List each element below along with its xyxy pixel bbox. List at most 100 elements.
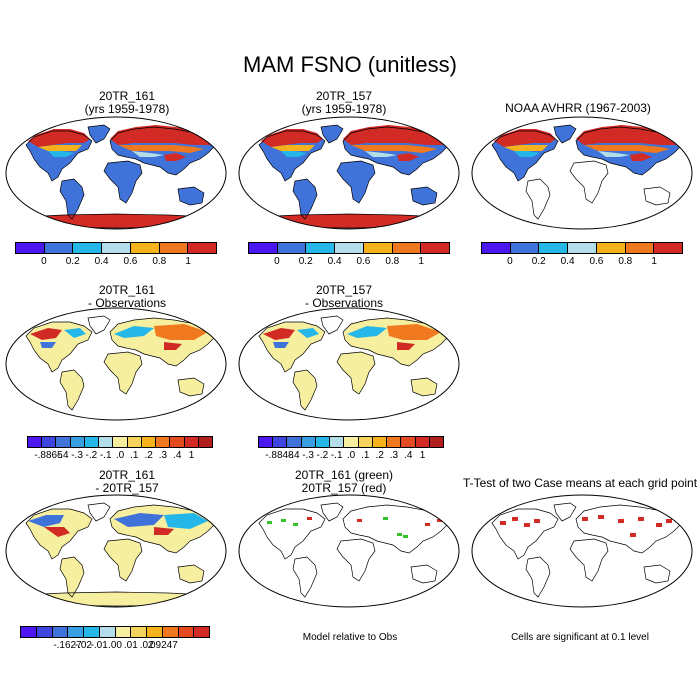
colorbar-2-swatch-3 [306, 243, 336, 253]
colorbar-1-tick-label: 0 [41, 256, 47, 267]
colorbar-3-swatch-3 [539, 243, 569, 253]
panel-2-snow-patch-7 [397, 153, 419, 161]
panel-2-snow-patch-3 [271, 145, 315, 151]
colorbar-6-tick-label: .02 [139, 640, 154, 651]
panel-7-grid-cell-6 [383, 517, 388, 520]
colorbar-2-swatch-4 [335, 243, 364, 253]
panel-1-land-australia [178, 187, 204, 205]
panel-7-title: 20TR_161 (green) 20TR_157 (red) [244, 469, 444, 495]
panel-8-coast-namerica [491, 508, 559, 560]
panel-7-title-line2: 20TR_157 (red) [301, 481, 387, 495]
panel-3-coast-samerica [525, 178, 551, 220]
colorbar-panel-1: 0 0.2 0.4 0.6 0.8 1 [15, 242, 217, 268]
colorbar-1-tick-label: 0.8 [152, 256, 167, 267]
panel-6-diff-patch-3 [114, 513, 164, 527]
panel-5-diff-patch-4 [387, 324, 441, 340]
colorbar-6-tick-label: -.1627 [53, 640, 82, 651]
panel-2-coast-australia [410, 186, 438, 206]
panel-2-coast-samerica [292, 178, 318, 220]
colorbar-2-tick-label: 0 [274, 256, 280, 267]
colorbar-2-swatch-1 [249, 243, 278, 253]
colorbar-4-tick-label: -.4 [56, 450, 69, 461]
panel-7-coast-namerica [258, 508, 326, 560]
panel-5-land-australia [411, 378, 437, 396]
panel-1-coast-australia [177, 186, 205, 206]
panel-4-diff-patch-2 [64, 328, 86, 338]
colorbar-4-swatch-8 [127, 437, 142, 447]
panel-5-title-line1: 20TR_157 [315, 283, 373, 297]
colorbar-5-tick-label: -.2 [316, 450, 329, 461]
significance-caption: Cells are significant at 0.1 level [511, 632, 649, 643]
panel-7-land-eurasia [343, 505, 449, 553]
colorbar-4-tick-label: -.3 [71, 450, 83, 461]
colorbar-4-swatch-1 [28, 437, 43, 447]
colorbar-2-swatch-6 [392, 243, 422, 253]
panel-1-land-africa [104, 161, 142, 203]
colorbar-5-swatch-10 [387, 437, 402, 447]
colorbar-6-swatch-8 [131, 627, 147, 637]
colorbar-2-swatch-2 [277, 243, 307, 253]
panel-7-coast-eurasia [342, 504, 450, 554]
panel-1-snow-patch-5 [48, 151, 74, 157]
panel-5-coast-samerica [292, 369, 318, 411]
colorbar-1-tick-label: 0.6 [123, 256, 138, 267]
panel-1-land-greenland [88, 125, 110, 143]
colorbar-2-swatches [248, 242, 450, 254]
panel-2-title: 20TR_157 (yrs 1959-1978) [244, 90, 444, 116]
panel-6-diff-patch-5 [154, 527, 174, 535]
panel-5-map-content [239, 308, 459, 420]
panel-8-coast-australia [643, 564, 671, 584]
colorbar-2-swatch-5 [363, 243, 393, 253]
panel-1-title-line2: (yrs 1959-1978) [84, 102, 170, 116]
colorbar-4-tick-label: -.2 [85, 450, 98, 461]
panel-2-land-greenland [321, 125, 343, 143]
panel-1-coast-namerica [25, 130, 93, 182]
colorbar-6-swatch-6 [99, 627, 116, 637]
colorbar-4-swatch-3 [56, 437, 71, 447]
panel-7-grid-cell-8 [403, 535, 408, 538]
panel-4-title-line1: 20TR_161 [98, 283, 156, 297]
panel-2-land-australia [411, 187, 437, 205]
panel-2-map-border [238, 116, 460, 230]
colorbar-panel-4: -.8865 -.4 -.3 -.2 -.1.0 .1 .2 .3 .4 1 [27, 436, 213, 462]
colorbar-6-swatch-9 [147, 627, 163, 637]
colorbar-4-tick-label: .2 [144, 450, 153, 461]
panel-1-coast-africa [103, 160, 143, 204]
colorbar-3-tick-label: 0.2 [531, 256, 546, 267]
panel-3-title-line1: NOAA AVHRR (1967-2003) [505, 101, 651, 115]
colorbar-panel-5: -.8848 -.4 -.3 -.2 -.1.0 .1 .2 .3 .4 1 [258, 436, 444, 462]
panel-2-coast-africa [336, 160, 376, 204]
panel-7-land-greenland [321, 503, 343, 521]
panel-4-coast-africa [103, 351, 143, 395]
panel-7-coast-africa [336, 538, 376, 582]
panel-3-map-content [472, 117, 692, 229]
colorbar-2-tick-label: 0.8 [385, 256, 400, 267]
colorbar-1-swatch-3 [73, 243, 103, 253]
panel-8-sig-cell-10 [666, 519, 672, 523]
panel-6-map [5, 494, 227, 608]
panel-1-coast-samerica [59, 178, 85, 220]
colorbar-1-tick-label: 0.4 [94, 256, 109, 267]
panel-1-coast-eurasia [109, 126, 217, 176]
panel-3-coast-eurasia [575, 126, 683, 176]
panel-8-map-content [472, 495, 692, 607]
panel-8-sig-cell-1 [500, 521, 506, 525]
colorbar-5-tick-label: .2 [375, 450, 384, 461]
panel-7-title-line1: 20TR_161 (green) [294, 468, 394, 482]
panel-6-diff-patch-2 [44, 527, 70, 537]
panel-5-land-africa [337, 352, 375, 394]
colorbar-5-swatches [258, 436, 444, 448]
panel-6-title-line2: - 20TR_157 [95, 481, 159, 495]
panel-2-coast-eurasia [342, 126, 450, 176]
panel-3-snow-patch-3 [504, 145, 548, 151]
panel-5-coast-namerica [258, 321, 326, 373]
colorbar-3-tick-label: 0.6 [589, 256, 604, 267]
colorbar-5-tick-label: .3 [389, 450, 399, 461]
panel-6-map-border [5, 494, 227, 608]
panel-3-snow-patch-5 [514, 151, 540, 157]
panel-8-map [471, 494, 693, 608]
panel-3-snow-patch-4 [584, 145, 670, 153]
panel-2-map-content [239, 117, 459, 229]
panel-4-coast-eurasia [109, 317, 217, 367]
colorbar-panel-6: -.1627 -.02 -.01.00.01.02.09247 [20, 626, 210, 652]
